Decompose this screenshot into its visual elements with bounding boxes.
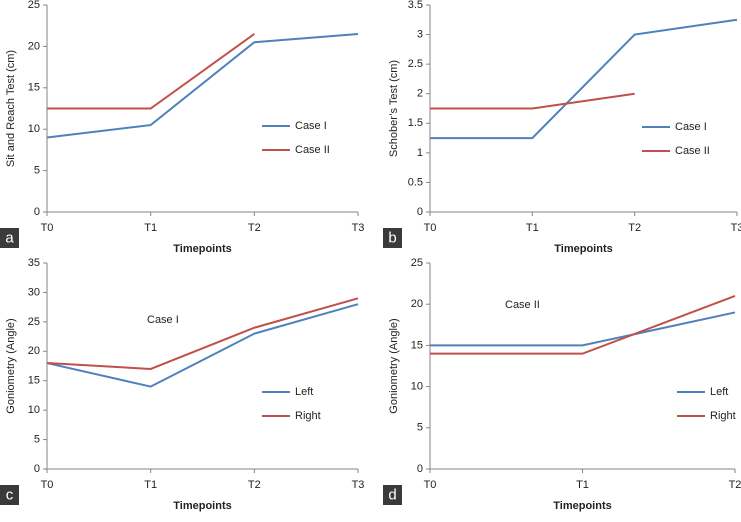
x-axis-label: Timepoints [554,243,612,255]
x-tick-label: T2 [729,479,741,491]
x-tick-label: T2 [628,222,641,234]
y-axis-label: Goniometry (Angle) [388,318,400,413]
x-tick-label: T2 [248,479,261,491]
legend-label: Case II [295,144,330,156]
y-tick-label: 30 [28,286,40,298]
legend-label: Right [710,410,736,422]
y-tick-label: 0 [417,206,423,218]
legend-label: Case I [295,120,327,132]
y-tick-label: 20 [28,40,40,52]
x-tick-label: T1 [144,479,157,491]
x-axis-label: Timepoints [553,500,611,512]
x-tick-label: T0 [41,222,54,234]
y-axis-label: Sit and Reach Test (cm) [5,50,17,167]
data-line [430,92,635,110]
legend-label: Left [295,386,313,398]
annotation: Case I [147,314,179,326]
y-tick-label: 3.5 [408,0,423,11]
y-tick-label: 5 [34,165,40,177]
legend-label: Case II [675,145,710,157]
y-tick-label: 0 [34,463,40,475]
panel-label: d [388,486,396,503]
y-tick-label: 15 [411,339,423,351]
x-tick-label: T0 [424,222,437,234]
data-line [430,311,736,347]
y-tick-label: 3 [417,28,423,40]
y-tick-label: 5 [417,422,423,434]
x-tick-label: T1 [526,222,539,234]
y-tick-label: 0.5 [408,176,423,188]
data-line [46,297,359,370]
x-tick-label: T3 [352,222,365,234]
panel-label-box [0,228,19,248]
y-tick-label: 25 [28,0,40,11]
y-axis-label: Schober’s Test (cm) [388,60,400,157]
data-line [46,303,359,388]
annotation: Case II [505,299,540,311]
data-line [46,32,359,139]
y-tick-label: 35 [28,257,40,269]
panel-label-box [0,485,19,505]
y-tick-label: 10 [28,404,40,416]
data-line [47,33,255,110]
x-tick-label: T1 [144,222,157,234]
y-tick-label: 2 [417,88,423,100]
y-tick-label: 1.5 [408,117,423,129]
y-tick-label: 15 [28,375,40,387]
y-tick-label: 0 [417,463,423,475]
panel-label: a [5,229,14,246]
x-tick-label: T1 [576,479,589,491]
y-tick-label: 20 [411,298,423,310]
x-axis-label: Timepoints [173,500,231,512]
y-tick-label: 25 [411,257,423,269]
panel-label-box [383,485,402,505]
y-tick-label: 10 [411,381,423,393]
y-tick-label: 25 [28,316,40,328]
x-tick-label: T0 [424,479,437,491]
x-tick-label: T2 [248,222,261,234]
data-line [430,295,736,355]
y-tick-label: 20 [28,345,40,357]
y-tick-label: 1 [417,147,423,159]
y-tick-label: 15 [28,82,40,94]
y-tick-label: 0 [34,206,40,218]
x-tick-label: T3 [731,222,741,234]
panel-label: b [388,229,396,246]
panel-label: c [6,486,14,503]
x-tick-label: T3 [352,479,365,491]
legend-label: Left [710,386,728,398]
y-axis-label: Goniometry (Angle) [5,318,17,413]
x-tick-label: T0 [41,479,54,491]
legend-label: Right [295,410,321,422]
y-tick-label: 5 [34,433,40,445]
y-tick-label: 2.5 [408,58,423,70]
panel-label-box [383,228,402,248]
y-tick-label: 10 [28,123,40,135]
x-axis-label: Timepoints [173,243,231,255]
data-line [430,18,738,140]
legend-label: Case I [675,121,707,133]
